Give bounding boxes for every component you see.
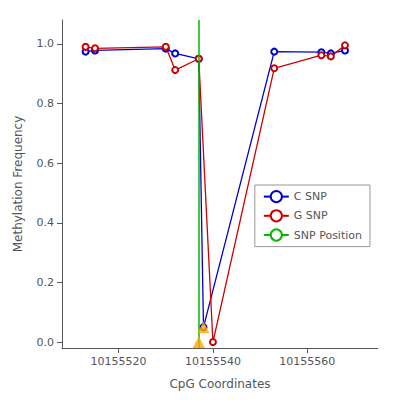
svg-text:0.0: 0.0 xyxy=(37,336,55,349)
svg-text:Methylation Frequency: Methylation Frequency xyxy=(11,116,25,253)
svg-text:10155560: 10155560 xyxy=(279,355,335,368)
svg-text:0.8: 0.8 xyxy=(37,97,55,110)
svg-text:SNP Position: SNP Position xyxy=(294,229,362,242)
svg-text:1.0: 1.0 xyxy=(37,37,55,50)
svg-text:0.6: 0.6 xyxy=(37,157,55,170)
svg-text:0.2: 0.2 xyxy=(37,276,55,289)
svg-text:10155540: 10155540 xyxy=(185,355,241,368)
svg-text:C SNP: C SNP xyxy=(294,190,327,203)
svg-text:CpG Coordinates: CpG Coordinates xyxy=(169,377,270,391)
svg-text:G SNP: G SNP xyxy=(294,209,328,222)
svg-text:10155520: 10155520 xyxy=(91,355,147,368)
svg-text:0.4: 0.4 xyxy=(37,216,55,229)
